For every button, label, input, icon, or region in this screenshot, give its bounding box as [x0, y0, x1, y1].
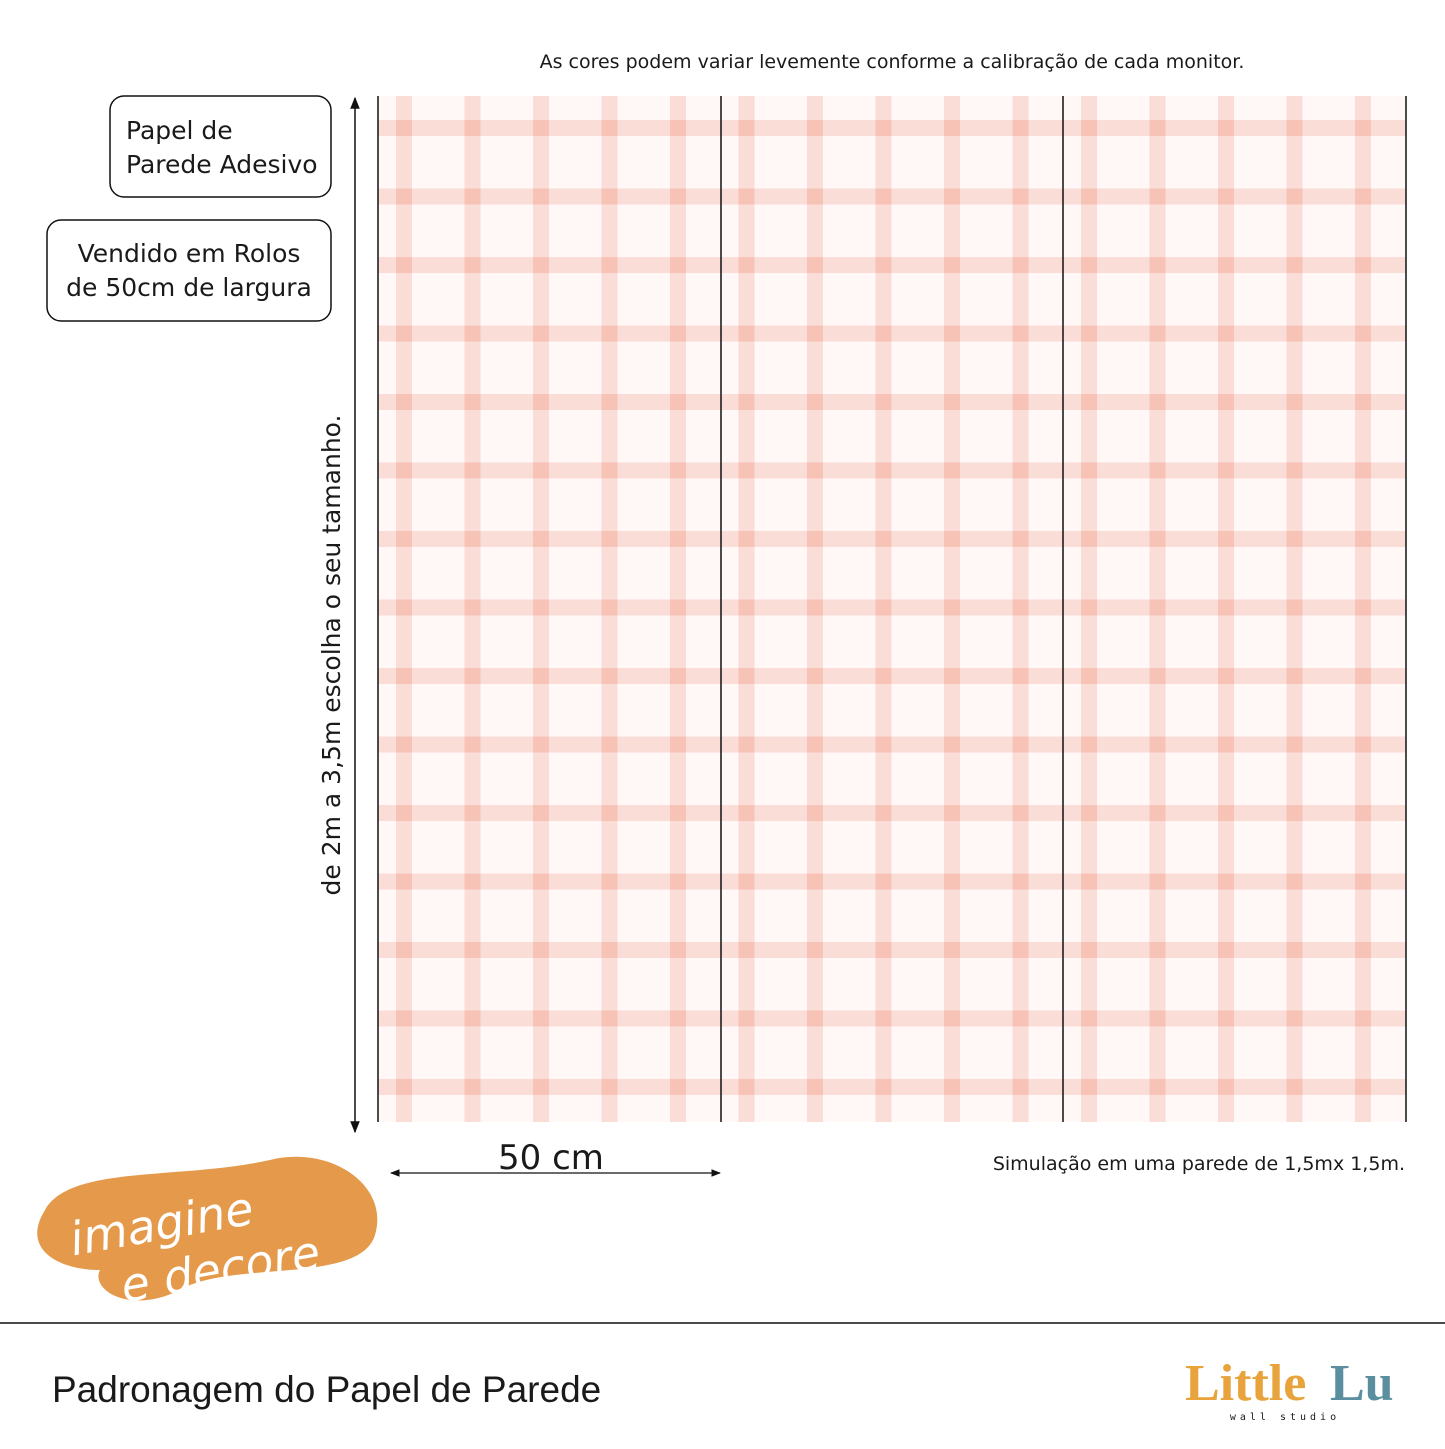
height-label: de 2m a 3,5m escolha o seu tamanho. — [317, 415, 346, 896]
badge-text: Vendido em Rolos — [78, 239, 301, 268]
badge — [109, 95, 332, 198]
logo-tagline: wall studio — [1230, 1412, 1340, 1423]
logo-first: Little — [1185, 1355, 1306, 1412]
width-label: 50 cm — [498, 1138, 604, 1178]
badge — [46, 219, 332, 322]
badge-text: Papel de — [126, 116, 233, 145]
logo-second: Lu — [1330, 1355, 1394, 1412]
color-note: As cores podem variar levemente conforme… — [540, 51, 1245, 73]
simulation-note: Simulação em uma parede de 1,5mx 1,5m. — [993, 1153, 1405, 1175]
brand-stamp-shape — [37, 1156, 378, 1301]
wallpaper-preview — [378, 96, 1406, 1122]
badge-text: de 50cm de largura — [66, 273, 312, 302]
badge-text: Parede Adesivo — [126, 150, 318, 179]
footer-title: Padronagem do Papel de Parede — [52, 1369, 601, 1410]
